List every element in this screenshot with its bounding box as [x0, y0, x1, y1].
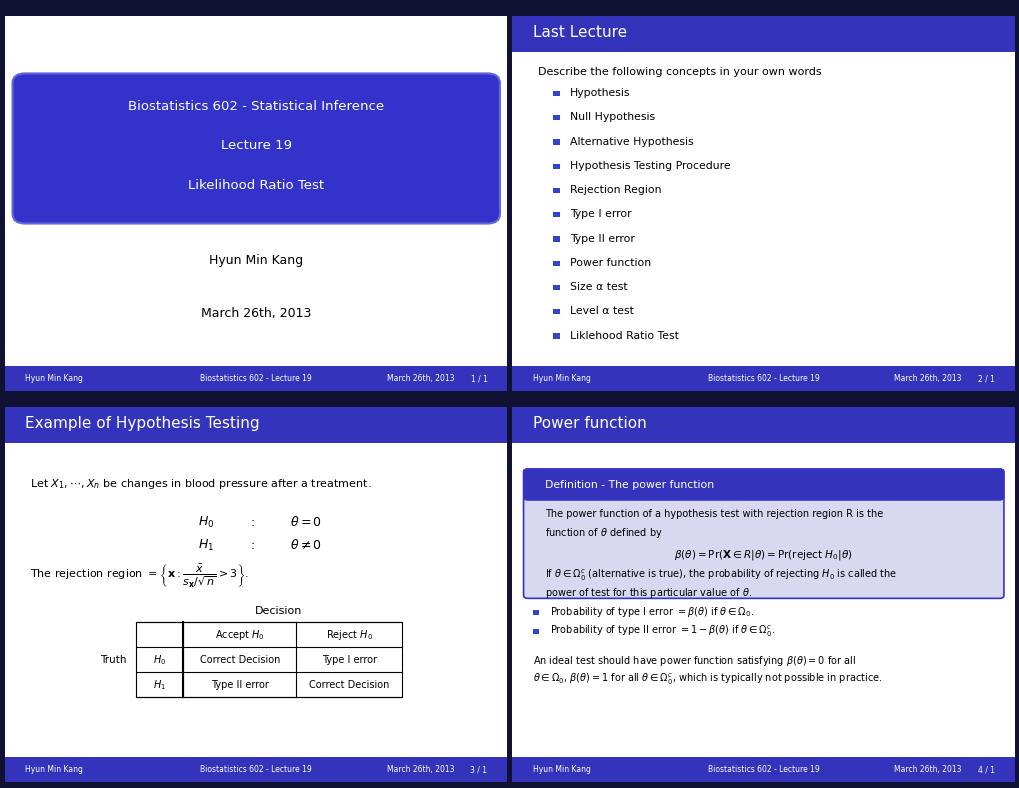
Text: Power function: Power function — [532, 416, 646, 432]
Text: Alternative Hypothesis: Alternative Hypothesis — [570, 136, 693, 147]
Bar — [552, 115, 559, 121]
Text: Example of Hypothesis Testing: Example of Hypothesis Testing — [25, 416, 260, 432]
Text: Size α test: Size α test — [570, 282, 628, 292]
Text: $H_0$: $H_0$ — [153, 653, 166, 667]
Text: 2 / 1: 2 / 1 — [977, 374, 994, 383]
Text: Last Lecture: Last Lecture — [532, 25, 626, 40]
Text: Probability of type II error $= 1 - \beta(\theta)$ if $\theta \in \Omega_0^c$.: Probability of type II error $= 1 - \bet… — [549, 624, 774, 639]
Text: Type II error: Type II error — [570, 233, 635, 243]
Text: $H_1$: $H_1$ — [153, 678, 166, 692]
Text: $\theta \in \Omega_0$, $\beta(\theta) = 1$ for all $\theta \in \Omega_0^c$, whic: $\theta \in \Omega_0$, $\beta(\theta) = … — [532, 671, 881, 686]
Text: Hyun Min Kang: Hyun Min Kang — [25, 765, 83, 774]
Bar — [552, 91, 559, 96]
Text: function of $\theta$ defined by: function of $\theta$ defined by — [544, 526, 662, 540]
Text: $:$: $:$ — [248, 539, 255, 552]
Text: Level α test: Level α test — [570, 307, 634, 316]
Text: power of test for this particular value of $\theta$.: power of test for this particular value … — [544, 586, 752, 600]
Text: March 26th, 2013: March 26th, 2013 — [894, 374, 961, 383]
Bar — [5, 405, 507, 443]
Text: Correct Decision: Correct Decision — [200, 655, 280, 665]
Text: Lecture 19: Lecture 19 — [220, 139, 291, 152]
Bar — [552, 261, 559, 266]
FancyBboxPatch shape — [12, 73, 499, 224]
Bar — [552, 285, 559, 290]
Text: March 26th, 2013: March 26th, 2013 — [201, 307, 311, 321]
Bar — [5, 397, 507, 407]
Text: Decision: Decision — [255, 606, 303, 615]
Text: Hypothesis Testing Procedure: Hypothesis Testing Procedure — [570, 161, 731, 171]
Text: If $\theta \in \Omega_0^c$ (alternative is true), the probability of rejecting $: If $\theta \in \Omega_0^c$ (alternative … — [544, 567, 897, 583]
Bar — [5, 366, 507, 391]
Bar — [136, 623, 401, 697]
Bar — [512, 397, 1014, 407]
Bar — [552, 309, 559, 314]
Bar — [552, 188, 559, 193]
Bar — [552, 164, 559, 169]
Text: Power function: Power function — [570, 258, 651, 268]
Text: Truth: Truth — [100, 655, 126, 665]
Text: March 26th, 2013: March 26th, 2013 — [386, 765, 453, 774]
Text: Accept $H_0$: Accept $H_0$ — [215, 628, 265, 641]
Bar — [512, 405, 1014, 443]
Text: Hypothesis: Hypothesis — [570, 88, 630, 98]
Text: Type I error: Type I error — [570, 210, 632, 219]
Text: $\theta = 0$: $\theta = 0$ — [290, 515, 322, 529]
Text: Probability of type I error $= \beta(\theta)$ if $\theta \in \Omega_0$.: Probability of type I error $= \beta(\th… — [549, 605, 753, 619]
Bar — [532, 610, 539, 615]
Text: Describe the following concepts in your own words: Describe the following concepts in your … — [537, 67, 820, 77]
Text: 3 / 1: 3 / 1 — [470, 765, 487, 774]
Text: Type I error: Type I error — [321, 655, 376, 665]
Text: $\theta \neq 0$: $\theta \neq 0$ — [290, 538, 322, 552]
Text: Liklehood Ratio Test: Liklehood Ratio Test — [570, 330, 679, 340]
Text: Biostatistics 602 - Lecture 19: Biostatistics 602 - Lecture 19 — [200, 765, 312, 774]
Text: Null Hypothesis: Null Hypothesis — [570, 112, 655, 122]
Text: 1 / 1: 1 / 1 — [470, 374, 487, 383]
Text: Hyun Min Kang: Hyun Min Kang — [532, 765, 590, 774]
Text: March 26th, 2013: March 26th, 2013 — [894, 765, 961, 774]
Bar — [512, 6, 1014, 16]
Text: Definition - The power function: Definition - The power function — [544, 480, 713, 489]
Text: Hyun Min Kang: Hyun Min Kang — [209, 254, 303, 266]
Bar — [552, 333, 559, 339]
Text: Biostatistics 602 - Statistical Inference: Biostatistics 602 - Statistical Inferenc… — [128, 100, 384, 113]
Text: The rejection region $= \left\{\mathbf{x} : \dfrac{\bar{x}}{s_\mathbf{x}/\sqrt{n: The rejection region $= \left\{\mathbf{x… — [31, 563, 249, 589]
Text: Likelihood Ratio Test: Likelihood Ratio Test — [187, 179, 324, 191]
Bar — [5, 757, 507, 782]
Text: 4 / 1: 4 / 1 — [977, 765, 994, 774]
Bar — [552, 236, 559, 242]
FancyBboxPatch shape — [523, 469, 1003, 500]
Text: $H_1$: $H_1$ — [198, 537, 214, 552]
Text: $H_0$: $H_0$ — [198, 515, 214, 530]
Text: Rejection Region: Rejection Region — [570, 185, 661, 195]
Bar — [552, 212, 559, 217]
Bar — [512, 366, 1014, 391]
Bar — [5, 6, 507, 16]
Bar — [552, 139, 559, 145]
Text: Biostatistics 602 - Lecture 19: Biostatistics 602 - Lecture 19 — [200, 374, 312, 383]
Text: Hyun Min Kang: Hyun Min Kang — [25, 374, 83, 383]
Bar — [512, 757, 1014, 782]
Bar — [512, 13, 1014, 52]
Bar — [532, 630, 539, 634]
Text: Biostatistics 602 - Lecture 19: Biostatistics 602 - Lecture 19 — [707, 765, 819, 774]
Text: March 26th, 2013: March 26th, 2013 — [386, 374, 453, 383]
Text: Let $X_1, \cdots, X_n$ be changes in blood pressure after a treatment.: Let $X_1, \cdots, X_n$ be changes in blo… — [31, 477, 371, 491]
Text: Hyun Min Kang: Hyun Min Kang — [532, 374, 590, 383]
Text: $\beta(\theta) = \mathrm{Pr}(\mathbf{X} \in R|\theta) = \mathrm{Pr}(\mathrm{reje: $\beta(\theta) = \mathrm{Pr}(\mathbf{X} … — [674, 548, 852, 562]
Text: The power function of a hypothesis test with rejection region R is the: The power function of a hypothesis test … — [544, 509, 882, 519]
Text: An ideal test should have power function satisfying $\beta(\theta) = 0$ for all: An ideal test should have power function… — [532, 654, 855, 667]
FancyBboxPatch shape — [523, 469, 1003, 598]
Text: Biostatistics 602 - Lecture 19: Biostatistics 602 - Lecture 19 — [707, 374, 819, 383]
Text: $:$: $:$ — [248, 515, 255, 529]
Text: Correct Decision: Correct Decision — [309, 680, 389, 690]
Text: Reject $H_0$: Reject $H_0$ — [325, 628, 372, 641]
Text: Type II error: Type II error — [211, 680, 269, 690]
